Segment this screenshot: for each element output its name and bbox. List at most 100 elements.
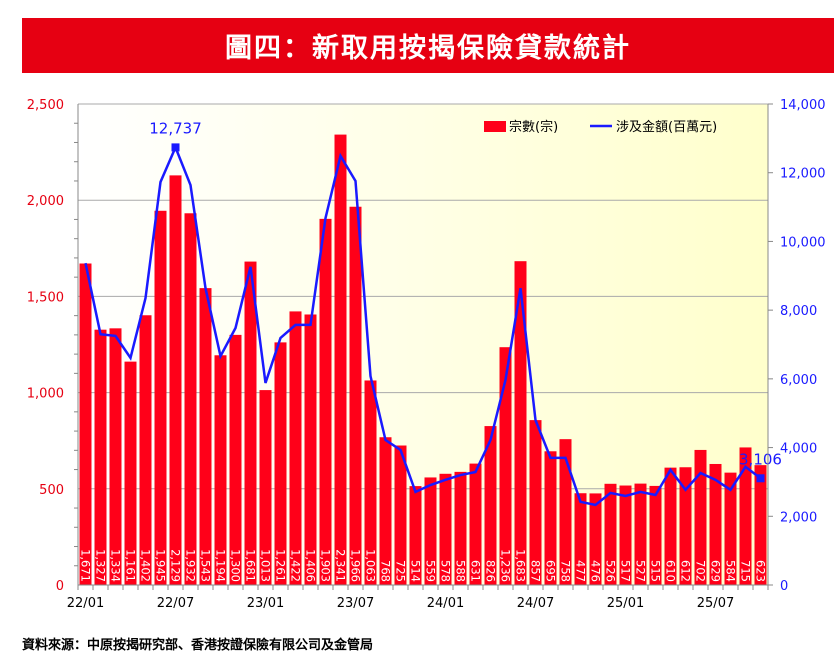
- annotation-marker: [171, 143, 180, 152]
- bar: [559, 439, 572, 585]
- bar: [319, 218, 332, 585]
- left-tick-label: 2,500: [27, 98, 64, 113]
- x-tick-label: 23/01: [247, 596, 284, 611]
- bar: [754, 465, 767, 585]
- bar-label: 1,406: [304, 549, 318, 582]
- bar: [724, 472, 737, 585]
- x-tick-label: 25/01: [607, 596, 644, 611]
- right-tick-label: 6,000: [780, 373, 817, 388]
- bar-label: 768: [379, 560, 393, 582]
- bar: [634, 483, 647, 585]
- bar: [274, 342, 287, 585]
- bar-label: 631: [469, 560, 483, 582]
- bar-label: 588: [454, 560, 468, 582]
- bar: [94, 329, 107, 585]
- bar: [349, 206, 362, 586]
- bar-label: 857: [529, 560, 543, 582]
- bar: [79, 263, 92, 585]
- right-tick-label: 0: [780, 579, 788, 594]
- bar-label: 584: [724, 560, 738, 582]
- bar-label: 514: [409, 560, 423, 582]
- annotation-marker: [756, 474, 765, 483]
- bar-label: 1,683: [514, 549, 528, 582]
- x-tick-label: 24/07: [517, 596, 554, 611]
- bar-label: 1,013: [259, 549, 273, 582]
- bar: [664, 467, 677, 585]
- annotation-label: 12,737: [149, 119, 202, 137]
- amount-line: [84, 144, 762, 507]
- bar: [289, 311, 302, 585]
- bar-label: 623: [754, 560, 768, 582]
- bar-label: 2,341: [334, 549, 348, 582]
- bar: [169, 175, 182, 585]
- bar-label: 758: [559, 560, 573, 582]
- right-tick-label: 2,000: [780, 510, 817, 525]
- bar: [589, 493, 602, 585]
- bar: [619, 485, 632, 585]
- bar: [199, 288, 212, 585]
- bar-label: 1,932: [184, 549, 198, 582]
- bar-label: 1,161: [124, 549, 138, 582]
- bar-label: 1,671: [79, 549, 93, 582]
- legend-bar-swatch: [484, 121, 506, 132]
- bar: [304, 314, 317, 585]
- bar: [109, 328, 122, 585]
- bar-label: 476: [589, 560, 603, 582]
- left-tick-label: 0: [56, 579, 64, 594]
- right-tick-label: 10,000: [780, 235, 826, 250]
- bar-label: 1,334: [109, 549, 123, 582]
- chart-title: 圖四：新取用按揭保險貸款統計: [22, 18, 834, 73]
- bar: [499, 347, 512, 585]
- bar-label: 695: [544, 560, 558, 582]
- bar-label: 1,903: [319, 549, 333, 582]
- bar-label: 1,327: [94, 549, 108, 582]
- bar-label: 1,194: [214, 549, 228, 582]
- bar: [124, 361, 137, 585]
- bar-label: 1,422: [289, 549, 303, 582]
- bar-label: 1,966: [349, 549, 363, 582]
- bar: [364, 380, 377, 585]
- chart: 1,671 1,327 1,334 1,161 1,402 1,945 2,129 1,932…: [27, 98, 826, 611]
- bar-label: 1,063: [364, 549, 378, 582]
- bar-label: 1,300: [229, 549, 243, 582]
- left-tick-label: 1,500: [27, 290, 64, 305]
- source-note: 資料來源：中原按揭研究部、香港按證保險有限公司及金管局: [22, 638, 374, 653]
- x-tick-label: 23/07: [337, 596, 374, 611]
- bar-label: 1,543: [199, 549, 213, 582]
- bar: [544, 451, 557, 585]
- right-tick-label: 4,000: [780, 442, 817, 457]
- left-tick-label: 2,000: [27, 194, 64, 209]
- bar-label: 477: [574, 560, 588, 582]
- bar-label: 527: [634, 560, 648, 582]
- x-tick-label: 22/07: [157, 596, 194, 611]
- bar: [424, 477, 437, 585]
- bar: [139, 315, 152, 585]
- x-tick-label: 24/01: [427, 596, 464, 611]
- bar-label: 1,236: [499, 549, 513, 582]
- legend-line-label: 涉及金額(百萬元): [616, 119, 717, 135]
- bar-label: 725: [394, 560, 408, 582]
- bar: [409, 486, 422, 585]
- bar: [514, 261, 527, 585]
- bar-label: 559: [424, 560, 438, 582]
- bar: [259, 390, 272, 585]
- bar-label: 515: [649, 560, 663, 582]
- bar: [469, 463, 482, 585]
- bar-label: 2,129: [169, 549, 183, 582]
- bar-label: 715: [739, 560, 753, 582]
- annotation-label: 3,106: [739, 450, 782, 468]
- bar: [574, 493, 587, 585]
- bar: [649, 485, 662, 585]
- right-tick-label: 14,000: [780, 98, 826, 113]
- bar: [334, 134, 347, 585]
- bar: [709, 463, 722, 585]
- bar: [154, 210, 167, 586]
- bar: [394, 445, 407, 585]
- left-tick-label: 500: [39, 483, 64, 498]
- bar-label: 826: [484, 560, 498, 582]
- bar: [529, 420, 542, 585]
- bar: [694, 449, 707, 585]
- bar-label: 610: [664, 560, 678, 582]
- bar: [454, 471, 467, 585]
- bar-label: 578: [439, 560, 453, 582]
